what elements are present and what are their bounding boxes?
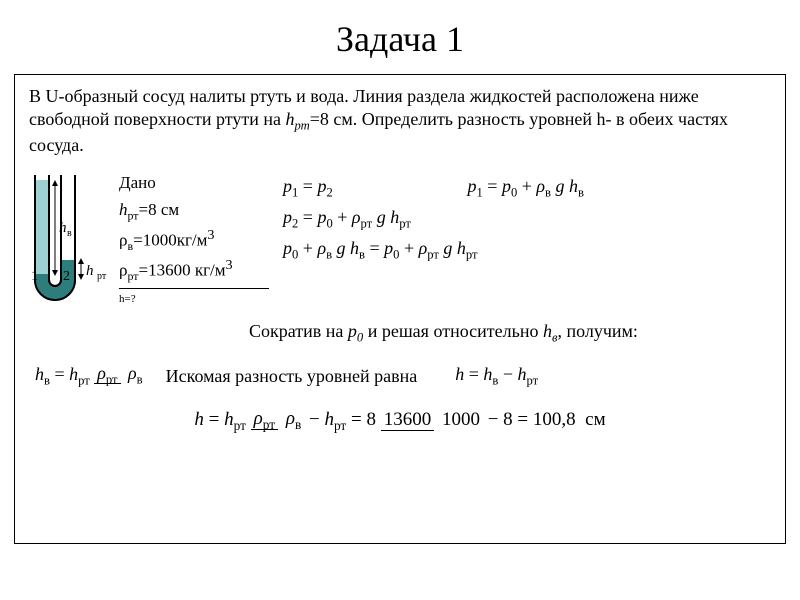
given-block: Дано hрт=8 см ρв=1000кг/м3 ρрт=13600 кг/…	[119, 170, 269, 307]
given-header: Дано	[119, 170, 269, 196]
formula-h: h = hв − hрт	[455, 364, 538, 389]
solution-text-1: Сократив на p0 и решая относительно hв, …	[249, 321, 771, 346]
problem-frame: В U-образный сосуд налиты ртуть и вода. …	[14, 74, 786, 544]
given-line-3: ρрт=13600 кг/м3	[119, 255, 269, 286]
eq-p2: p2 = p0 + ρрт g hрт	[283, 203, 584, 234]
label-2: 2	[63, 269, 70, 284]
svg-text:в: в	[67, 228, 72, 239]
page-title: Задача 1	[0, 0, 800, 74]
problem-statement: В U-образный сосуд налиты ртуть и вода. …	[29, 85, 771, 156]
u-tube-diagram: 1 2 h в h рт	[29, 172, 113, 317]
given-line-2: ρв=1000кг/м3	[119, 225, 269, 256]
given-line-1: hрт=8 см	[119, 197, 269, 225]
formula-hv: hв = hрт ρрт ρв	[35, 364, 146, 389]
label-1: 1	[31, 269, 38, 284]
svg-text:h: h	[86, 263, 94, 279]
solution-text-2: Искомая разность уровней равна	[166, 366, 418, 387]
eq-p1: p1 = p0 + ρв g hв	[468, 176, 584, 196]
svg-text:h: h	[59, 220, 67, 236]
eq-balance: p0 + ρв g hв = p0 + ρрт g hрт	[283, 234, 584, 265]
svg-text:рт: рт	[97, 271, 107, 282]
final-formula: h = hрт ρрт ρв − hрт = 8 13600 1000 − 8 …	[29, 409, 771, 434]
eq-p1p2: p1 = p2	[283, 172, 463, 203]
given-find: h=?	[119, 288, 269, 308]
equation-block: p1 = p2 p1 = p0 + ρв g hв p2 = p0 + ρрт …	[283, 172, 584, 264]
